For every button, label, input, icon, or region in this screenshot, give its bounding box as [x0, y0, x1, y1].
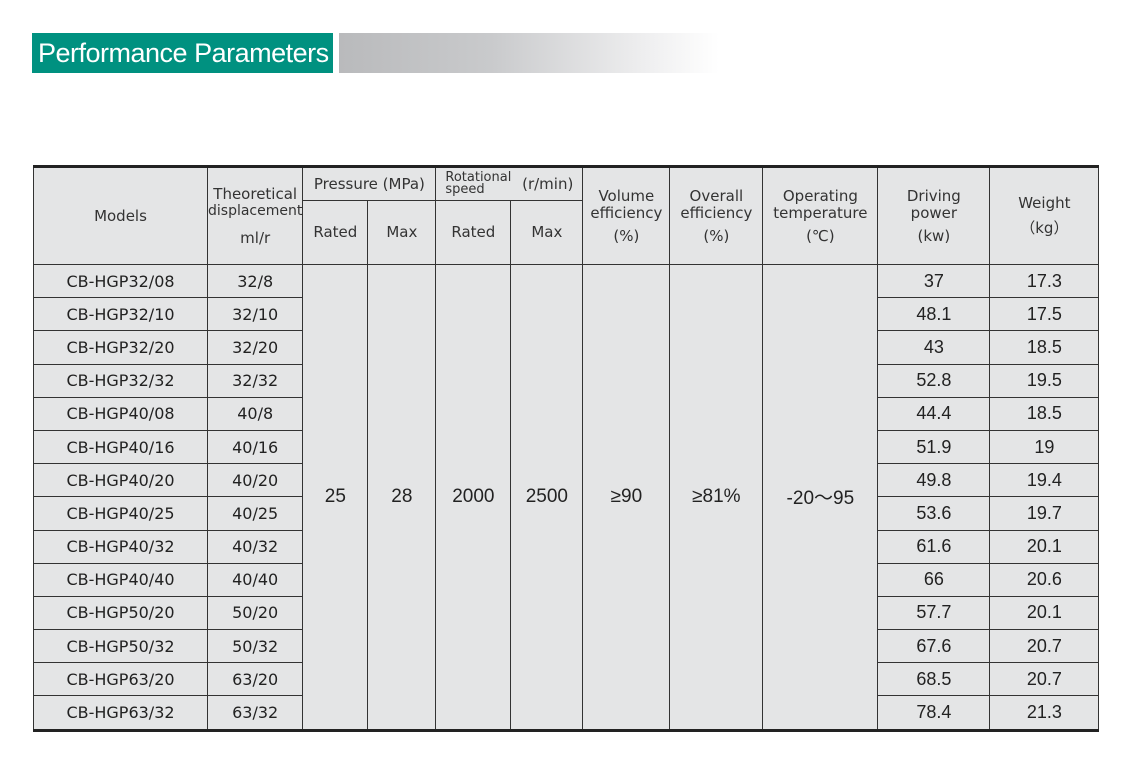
table-row: CB-HGP63/32 63/32 78.4 21.3 [33, 695, 1100, 731]
power-cell: 51.9 [877, 429, 991, 465]
table-row: CB-HGP32/32 32/32 52.8 19.5 [33, 363, 1100, 398]
table-row: CB-HGP63/20 63/20 68.5 20.7 [33, 662, 1100, 697]
performance-table: Models Theoretical displacement ml/r Pres… [33, 165, 1100, 732]
weight-cell: 21.3 [989, 695, 1100, 731]
power-cell: 37 [877, 263, 991, 299]
weight-cell: 20.6 [989, 562, 1100, 597]
displacement-cell: 32/20 [206, 330, 304, 365]
header-rotational-speed: Rotational speed (r/min) [435, 166, 584, 201]
power-cell: 52.8 [877, 363, 991, 398]
header-overall-efficiency: Overall efficiency (%) [669, 166, 764, 265]
weight-cell: 17.3 [989, 263, 1100, 299]
power-cell: 67.6 [877, 629, 991, 664]
displacement-cell: 63/32 [206, 695, 304, 731]
displacement-cell: 40/20 [206, 463, 304, 498]
model-cell: CB-HGP32/08 [33, 263, 208, 299]
table-row: CB-HGP40/25 40/25 53.6 19.7 [33, 496, 1100, 531]
power-cell: 57.7 [877, 595, 991, 631]
weight-cell: 20.7 [989, 629, 1100, 664]
model-cell: CB-HGP40/40 [33, 562, 208, 597]
power-cell: 66 [877, 562, 991, 597]
power-cell: 48.1 [877, 297, 991, 332]
shared-temp-cell: -20～95 [762, 264, 879, 731]
table-row: CB-HGP40/20 40/20 49.8 19.4 [33, 463, 1100, 498]
weight-cell: 19.4 [989, 463, 1100, 498]
displacement-cell: 32/8 [206, 263, 304, 299]
power-cell: 68.5 [877, 662, 991, 697]
model-cell: CB-HGP63/20 [33, 662, 208, 697]
header-weight: Weight （kg） [989, 166, 1100, 265]
shared-speed-max-cell: 2500 [510, 264, 584, 731]
header-volume-efficiency: Volume efficiency (%) [582, 166, 671, 265]
table-row: CB-HGP32/08 32/8 25 28 2000 2500 ≥90 ≥81% -20～95… [33, 263, 1100, 731]
shared-speed-rated-cell: 2000 [435, 264, 512, 731]
power-cell: 44.4 [877, 396, 991, 431]
shared-volume-eff-cell: ≥90 [582, 264, 671, 731]
model-cell: CB-HGP32/20 [33, 330, 208, 365]
table-row: CB-HGP40/40 40/40 66 20.6 [33, 562, 1100, 597]
weight-cell: 18.5 [989, 396, 1100, 431]
weight-cell: 18.5 [989, 330, 1100, 365]
header-models: Models [33, 166, 208, 265]
displacement-cell: 40/32 [206, 529, 304, 564]
shared-overall-eff-cell: ≥81% [669, 264, 764, 731]
header-driving-power: Driving power (kw) [877, 166, 991, 265]
model-cell: CB-HGP40/16 [33, 429, 208, 465]
header-displacement: Theoretical displacement ml/r [206, 166, 304, 265]
model-cell: CB-HGP40/32 [33, 529, 208, 564]
model-cell: CB-HGP63/32 [33, 695, 208, 731]
power-cell: 78.4 [877, 695, 991, 731]
table-row: CB-HGP32/10 32/10 48.1 17.5 [33, 297, 1100, 332]
displacement-cell: 63/20 [206, 662, 304, 697]
power-cell: 61.6 [877, 529, 991, 564]
weight-cell: 19.5 [989, 363, 1100, 398]
model-cell: CB-HGP32/10 [33, 297, 208, 332]
weight-cell: 19 [989, 429, 1100, 465]
model-cell: CB-HGP50/20 [33, 595, 208, 631]
weight-cell: 19.7 [989, 496, 1100, 531]
weight-cell: 20.1 [989, 529, 1100, 564]
displacement-cell: 40/40 [206, 562, 304, 597]
power-cell: 49.8 [877, 463, 991, 498]
shared-pressure-rated-cell: 25 [302, 264, 369, 731]
title-gradient-bar [339, 33, 719, 73]
table-row: CB-HGP40/16 40/16 51.9 19 [33, 429, 1100, 465]
model-cell: CB-HGP32/32 [33, 363, 208, 398]
model-cell: CB-HGP40/20 [33, 463, 208, 498]
table-row: CB-HGP40/08 40/8 44.4 18.5 [33, 396, 1100, 431]
displacement-cell: 50/32 [206, 629, 304, 664]
table-row: CB-HGP40/32 40/32 61.6 20.1 [33, 529, 1100, 564]
displacement-cell: 32/32 [206, 363, 304, 398]
header-operating-temperature: Operating temperature (℃) [762, 166, 879, 265]
shared-pressure-max-cell: 28 [367, 264, 437, 731]
weight-cell: 20.1 [989, 595, 1100, 631]
displacement-cell: 32/10 [206, 297, 304, 332]
displacement-cell: 40/16 [206, 429, 304, 465]
header-pressure-max: Max [367, 200, 437, 265]
power-cell: 43 [877, 330, 991, 365]
header-pressure-rated: Rated [302, 200, 369, 265]
weight-cell: 20.7 [989, 662, 1100, 697]
power-cell: 53.6 [877, 496, 991, 531]
header-pressure: Pressure (MPa) [302, 166, 437, 201]
displacement-cell: 40/8 [206, 396, 304, 431]
header-speed-rated: Rated [435, 200, 512, 265]
section-title: Performance Parameters [32, 33, 333, 73]
weight-cell: 17.5 [989, 297, 1100, 332]
table-row: CB-HGP50/32 50/32 67.6 20.7 [33, 629, 1100, 664]
table-row: CB-HGP50/20 50/20 57.7 20.1 [33, 595, 1100, 631]
displacement-cell: 40/25 [206, 496, 304, 531]
displacement-cell: 50/20 [206, 595, 304, 631]
table-row: CB-HGP32/20 32/20 43 18.5 [33, 330, 1100, 365]
model-cell: CB-HGP40/25 [33, 496, 208, 531]
model-cell: CB-HGP50/32 [33, 629, 208, 664]
header-speed-max: Max [510, 200, 584, 265]
model-cell: CB-HGP40/08 [33, 396, 208, 431]
